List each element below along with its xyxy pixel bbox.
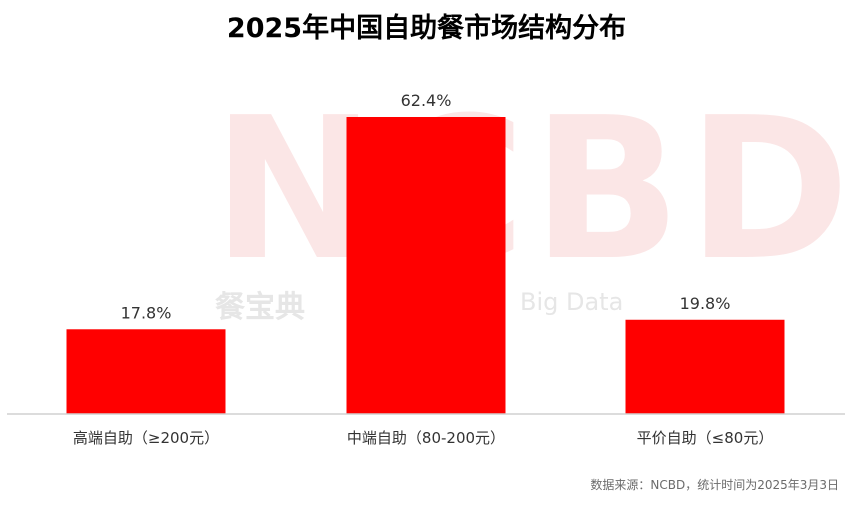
data-label-1: 62.4% xyxy=(401,91,452,110)
watermark-logo: NCBD xyxy=(212,76,853,304)
labels-layer: 17.8% 高端自助（≥200元） 62.4% 中端自助（80-200元） 19.8% 平… xyxy=(73,91,773,447)
data-label-0: 17.8% xyxy=(121,303,172,322)
source-note: 数据来源：NCBD，统计时间为2025年3月3日 xyxy=(590,478,839,492)
bar-0 xyxy=(66,329,226,414)
category-label-2: 平价自助（≤80元） xyxy=(637,429,774,447)
data-label-2: 19.8% xyxy=(680,294,731,313)
bars-layer xyxy=(66,117,785,414)
watermark-brand-en: Big Data xyxy=(520,288,624,316)
category-label-0: 高端自助（≥200元） xyxy=(73,429,219,447)
chart-title: 2025年中国自助餐市场结构分布 xyxy=(226,13,627,44)
category-label-1: 中端自助（80-200元） xyxy=(347,429,505,447)
watermark-brand: 餐宝典 xyxy=(215,290,305,325)
bar-1 xyxy=(346,117,506,414)
bar-2 xyxy=(625,319,785,414)
